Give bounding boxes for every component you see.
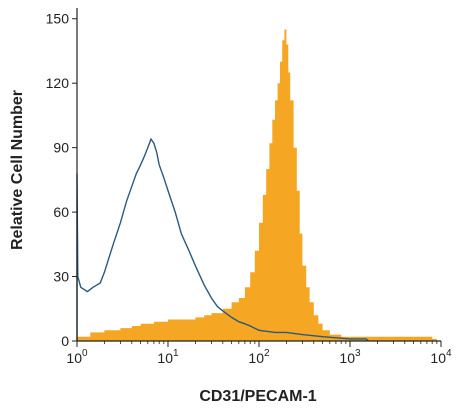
x-tick-label: 102 [248, 348, 270, 366]
x-tick-label: 103 [339, 348, 361, 366]
x-axis-title: CD31/PECAM-1 [199, 388, 316, 405]
y-tick-label: 60 [53, 204, 69, 220]
histogram-filled-series [77, 29, 437, 341]
x-tick-label: 101 [157, 348, 179, 366]
axis-ticks: 0 30 60 90 120 150 100 101 102 103 104 [46, 11, 452, 366]
plot-area [76, 29, 437, 342]
y-tick-label: 90 [53, 140, 69, 156]
x-tick-label: 104 [430, 348, 452, 366]
y-axis-title: Relative Cell Number [9, 90, 26, 250]
x-tick-label: 100 [66, 348, 88, 366]
y-tick-label: 0 [61, 333, 69, 349]
y-tick-label: 30 [53, 269, 69, 285]
y-tick-label: 120 [46, 75, 70, 91]
y-tick-label: 150 [46, 11, 70, 27]
histogram-outline-series [76, 137, 370, 342]
